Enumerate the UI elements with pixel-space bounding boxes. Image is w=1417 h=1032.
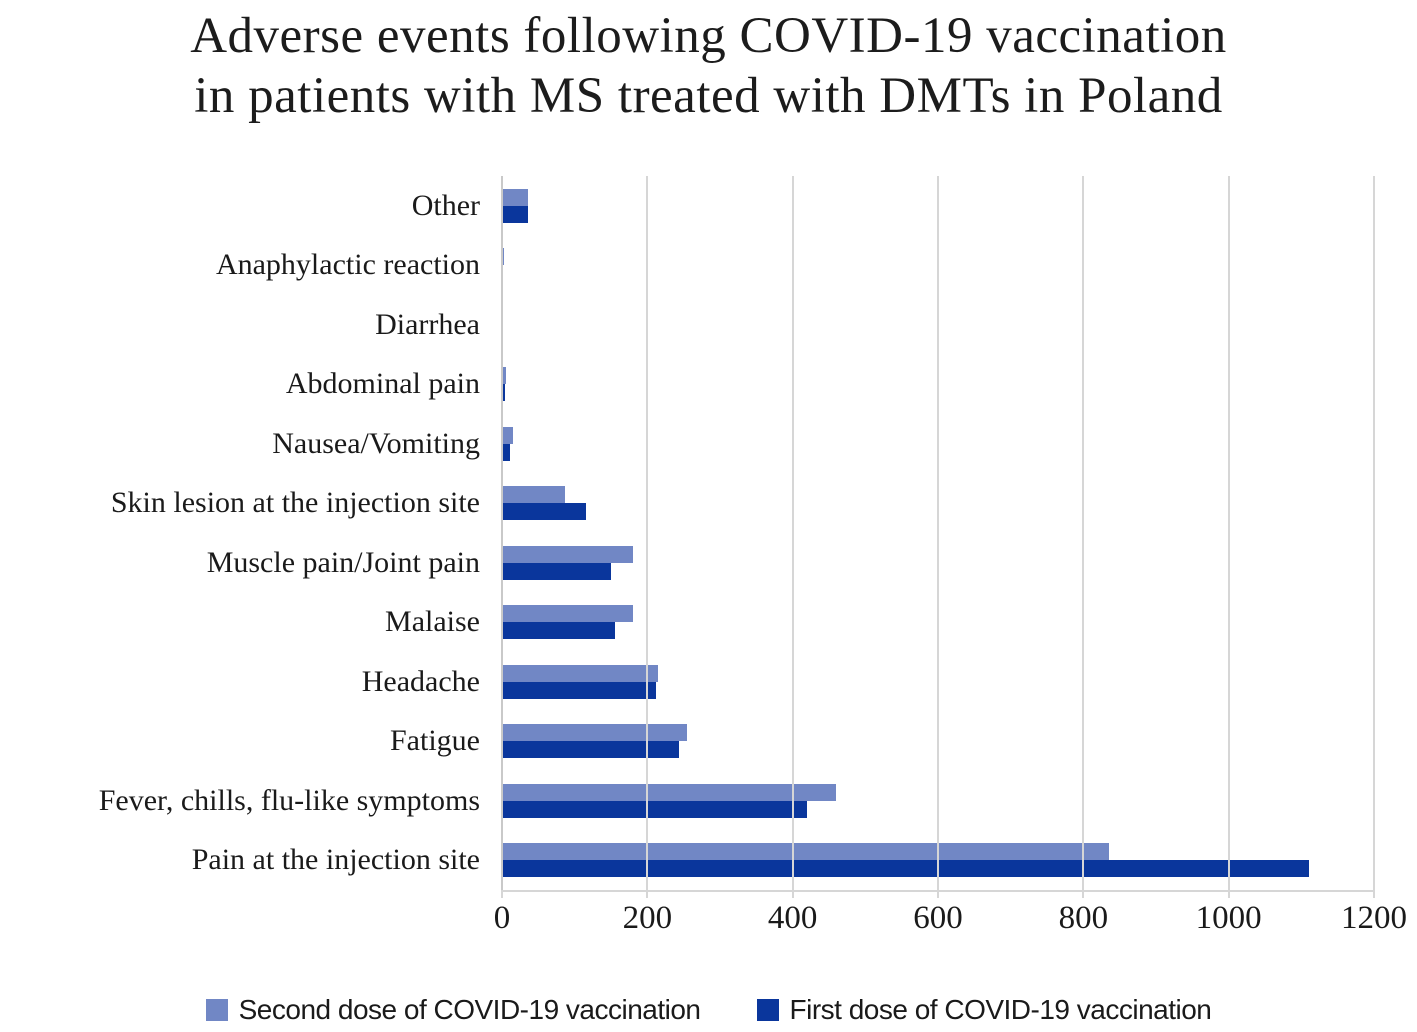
category-label: Skin lesion at the injection site: [110, 486, 480, 520]
legend-swatch-first-dose: [756, 999, 779, 1021]
bar-second-dose: [502, 605, 633, 623]
bar-first-dose: [502, 503, 586, 521]
bar-group-malaise: [502, 593, 1374, 653]
bar-first-dose: [502, 622, 615, 640]
bar-first-dose: [502, 443, 510, 461]
legend-item: First dose of COVID-19 vaccination: [756, 994, 1212, 1026]
gridline: [791, 176, 794, 890]
bar-first-dose: [502, 562, 611, 580]
bar-second-dose: [502, 248, 505, 266]
chart-title-line-2: in patients with MS treated with DMTs in…: [194, 68, 1223, 124]
chart-title: Adverse events following COVID-19 vaccin…: [0, 6, 1417, 126]
bar-second-dose: [502, 545, 633, 563]
x-tick-label: 0: [493, 900, 511, 936]
bar-group-nausea-vomiting: [502, 414, 1374, 474]
bar-rows: [502, 176, 1374, 890]
gridline: [1227, 176, 1230, 890]
category-label: Malaise: [385, 605, 480, 639]
bar-group-abdominal-pain: [502, 355, 1374, 415]
axis-tick: [937, 890, 939, 898]
bar-first-dose: [502, 741, 679, 759]
bar-group-skin-lesion-at-the-injection-site: [502, 474, 1374, 534]
x-tick-label: 1000: [1195, 900, 1262, 936]
bar-first-dose: [502, 860, 1309, 878]
x-tick-label: 800: [1058, 900, 1109, 936]
bar-second-dose: [502, 367, 507, 385]
category-label: Fatigue: [390, 724, 480, 758]
category-label: Other: [411, 188, 480, 222]
bar-first-dose: [502, 205, 529, 223]
bar-second-dose: [502, 426, 513, 444]
gridline: [937, 176, 939, 890]
bar-first-dose: [502, 681, 657, 699]
legend-label: Second dose of COVID-19 vaccination: [238, 994, 701, 1025]
bar-group-pain-at-the-injection-site: [502, 831, 1374, 891]
bar-group-muscle-pain-joint-pain: [502, 533, 1374, 593]
chart-title-line-1: Adverse events following COVID-19 vaccin…: [190, 8, 1227, 64]
category-axis: Other Anaphylactic reaction Diarrhea Abdomi…: [0, 176, 502, 890]
axis-tick: [791, 890, 794, 898]
category-label: Anaphylactic reaction: [215, 248, 480, 282]
axis-tick: [646, 890, 649, 898]
category-label: Muscle pain/Joint pain: [206, 545, 480, 579]
x-tick-label: 400: [767, 900, 818, 936]
legend-swatch-second-dose: [205, 999, 228, 1021]
plot-area: [501, 176, 1375, 898]
axis-tick: [1373, 890, 1375, 898]
value-axis: 0 200 400 600 800 1000 1200: [494, 900, 1407, 944]
bar-first-dose: [502, 800, 808, 818]
axis-tick: [501, 890, 503, 898]
bar-first-dose: [502, 384, 505, 402]
axis-tick: [1227, 890, 1230, 898]
category-label: Diarrhea: [375, 307, 480, 341]
bar-second-dose: [502, 486, 566, 504]
category-label: Nausea/Vomiting: [272, 426, 480, 460]
bar-group-fever-chills-flu-like-symptoms: [502, 771, 1374, 831]
legend-label: First dose of COVID-19 vaccination: [789, 994, 1212, 1025]
bar-second-dose: [502, 188, 529, 206]
legend: Second dose of COVID-19 vaccination First…: [0, 992, 1417, 1028]
bar-second-dose: [502, 724, 688, 742]
category-label: Pain at the injection site: [191, 843, 480, 877]
gridline: [1373, 176, 1375, 890]
x-tick-label: 200: [622, 900, 673, 936]
bar-group-headache: [502, 652, 1374, 712]
bar-group-other: [502, 176, 1374, 236]
bar-second-dose: [502, 783, 837, 801]
x-tick-label: 1200: [1341, 900, 1407, 936]
gridline: [1082, 176, 1085, 890]
axis-tick: [1082, 890, 1085, 898]
bar-second-dose: [502, 843, 1109, 861]
legend-item: Second dose of COVID-19 vaccination: [205, 994, 701, 1026]
category-label: Fever, chills, flu-like symptoms: [98, 783, 480, 817]
category-label: Headache: [361, 664, 480, 698]
x-tick-label: 600: [913, 900, 963, 936]
bar-chart: Other Anaphylactic reaction Diarrhea Abdomi…: [0, 176, 1375, 898]
bar-group-fatigue: [502, 712, 1374, 772]
y-axis-line: [501, 176, 503, 890]
category-label: Abdominal pain: [285, 367, 480, 401]
x-axis-line: [502, 890, 1374, 892]
bar-second-dose: [502, 664, 659, 682]
gridline: [646, 176, 649, 890]
